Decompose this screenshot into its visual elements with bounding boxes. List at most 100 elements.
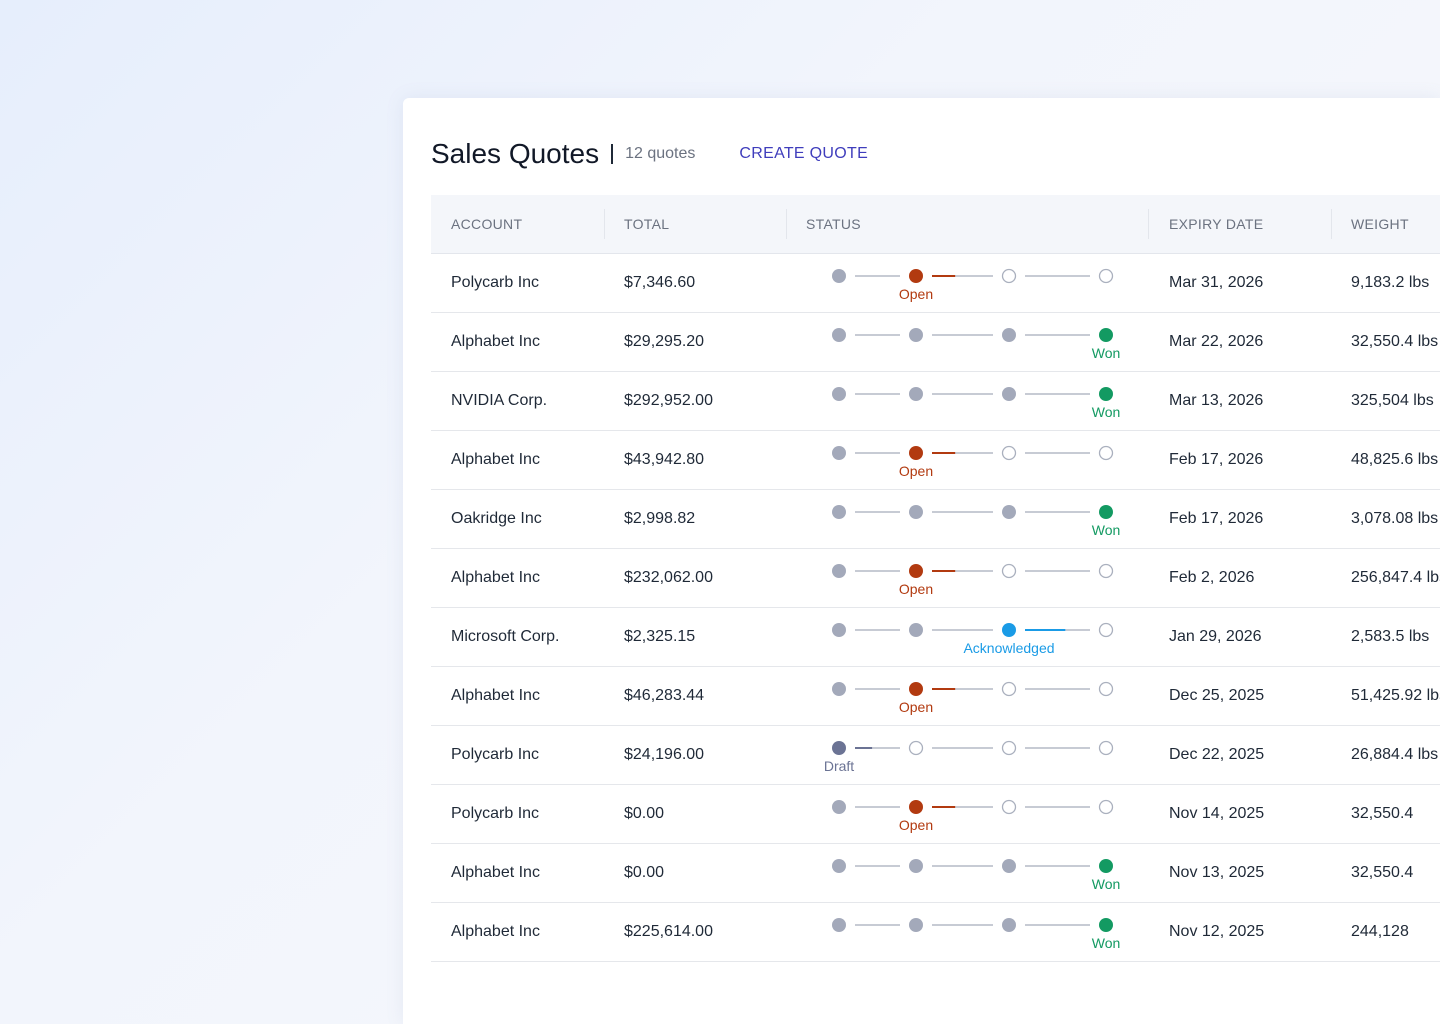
column-separator	[1331, 209, 1332, 239]
status-step-complete	[832, 328, 846, 342]
status-step-pending	[1098, 268, 1114, 284]
weight-cell: 48,825.6 lbs	[1351, 451, 1439, 468]
status-step-pending	[1098, 740, 1114, 756]
status-progress-graphic	[832, 505, 1113, 519]
status-step-complete	[832, 918, 846, 932]
create-quote-button[interactable]: CREATE QUOTE	[739, 145, 869, 162]
status-stepper: Open	[811, 667, 1151, 725]
status-label: Won	[1091, 345, 1121, 361]
table-header: ACCOUNT TOTAL STATUS EXPIRY DATE WEIGHT	[431, 195, 1440, 254]
expiry-date-cell: Nov 14, 2025	[1169, 805, 1265, 822]
page-header: Sales Quotes 12 quotes CREATE QUOTE	[431, 136, 868, 172]
table-row[interactable]: NVIDIA Corp. $292,952.00 Won Mar 13, 2026 32…	[431, 372, 1440, 431]
status-step-complete	[832, 505, 846, 519]
status-stepper: Won	[811, 903, 1151, 961]
status-step-complete	[1002, 918, 1016, 932]
status-progress-graphic	[832, 918, 1113, 932]
account-cell: Alphabet Inc	[451, 333, 540, 350]
status-progress-graphic	[832, 268, 1114, 284]
status-step-complete	[832, 800, 846, 814]
quotes-table: ACCOUNT TOTAL STATUS EXPIRY DATE WEIGHT …	[431, 195, 1440, 962]
status-step-pending	[908, 740, 924, 756]
table-row[interactable]: Polycarb Inc $0.00 Open Nov 14, 2025 32,550.…	[431, 785, 1440, 844]
status-step-current	[1099, 859, 1113, 873]
status-stepper: Won	[811, 490, 1151, 548]
status-step-current	[1099, 918, 1113, 932]
column-header-weight[interactable]: WEIGHT	[1351, 216, 1409, 232]
status-label: Open	[898, 699, 934, 715]
account-cell: Alphabet Inc	[451, 451, 540, 468]
total-cell: $7,346.60	[624, 274, 696, 291]
weight-cell: 32,550.4	[1351, 805, 1414, 822]
status-step-complete	[832, 387, 846, 401]
weight-cell: 26,884.4 lbs	[1351, 746, 1439, 763]
status-step-complete	[909, 387, 923, 401]
status-step-complete	[909, 505, 923, 519]
table-row[interactable]: Alphabet Inc $232,062.00 Open Feb 2, 2026 25…	[431, 549, 1440, 608]
column-header-account[interactable]: ACCOUNT	[451, 216, 523, 232]
expiry-date-cell: Feb 17, 2026	[1169, 451, 1264, 468]
account-cell: Polycarb Inc	[451, 274, 540, 291]
table-row[interactable]: Alphabet Inc $29,295.20 Won Mar 22, 2026 32,…	[431, 313, 1440, 372]
account-cell: Microsoft Corp.	[451, 628, 560, 645]
table-row[interactable]: Microsoft Corp. $2,325.15 Acknowledged Jan …	[431, 608, 1440, 667]
table-row[interactable]: Polycarb Inc $7,346.60 Open Mar 31, 2026 9,1…	[431, 254, 1440, 313]
status-label: Won	[1091, 404, 1121, 420]
table-row[interactable]: Alphabet Inc $0.00 Won Nov 13, 2025 32,550.4	[431, 844, 1440, 903]
total-cell: $2,998.82	[624, 510, 696, 527]
status-stepper: Open	[811, 549, 1151, 607]
status-progress-graphic	[832, 563, 1114, 579]
status-label: Open	[898, 286, 934, 302]
status-step-complete	[1002, 387, 1016, 401]
account-cell: Polycarb Inc	[451, 746, 540, 763]
column-header-total[interactable]: TOTAL	[624, 216, 670, 232]
status-step-pending	[1001, 799, 1017, 815]
status-step-pending	[1001, 740, 1017, 756]
total-cell: $0.00	[624, 864, 665, 881]
column-header-expiry-date[interactable]: EXPIRY DATE	[1169, 216, 1264, 232]
weight-cell: 9,183.2 lbs	[1351, 274, 1430, 291]
weight-cell: 244,128	[1351, 923, 1409, 940]
account-cell: Alphabet Inc	[451, 923, 540, 940]
column-separator	[1148, 209, 1149, 239]
table-row[interactable]: Alphabet Inc $46,283.44 Open Dec 25, 2025 51…	[431, 667, 1440, 726]
account-cell: Oakridge Inc	[451, 510, 542, 527]
expiry-date-cell: Nov 13, 2025	[1169, 864, 1265, 881]
status-step-complete	[832, 623, 846, 637]
status-step-current	[909, 564, 923, 578]
table-body: Polycarb Inc $7,346.60 Open Mar 31, 2026 9,1…	[431, 254, 1440, 962]
column-header-status[interactable]: STATUS	[806, 216, 861, 232]
status-label: Open	[898, 463, 934, 479]
status-step-complete	[1002, 505, 1016, 519]
column-separator	[604, 209, 605, 239]
expiry-date-cell: Jan 29, 2026	[1169, 628, 1262, 645]
expiry-date-cell: Mar 13, 2026	[1169, 392, 1264, 409]
status-stepper: Won	[811, 372, 1151, 430]
column-separator	[786, 209, 787, 239]
status-step-current	[1002, 623, 1016, 637]
expiry-date-cell: Mar 22, 2026	[1169, 333, 1264, 350]
expiry-date-cell: Feb 2, 2026	[1169, 569, 1255, 586]
table-row[interactable]: Oakridge Inc $2,998.82 Won Feb 17, 2026 3,07…	[431, 490, 1440, 549]
status-stepper: Open	[811, 431, 1151, 489]
status-step-pending	[1001, 268, 1017, 284]
status-progress-graphic	[832, 387, 1113, 401]
status-stepper: Draft	[811, 726, 1151, 784]
status-stepper: Open	[811, 785, 1151, 843]
status-step-current	[909, 446, 923, 460]
status-progress-graphic	[832, 799, 1114, 815]
status-step-current	[1099, 328, 1113, 342]
weight-cell: 3,078.08 lbs	[1351, 510, 1439, 527]
status-label: Won	[1091, 935, 1121, 951]
total-cell: $0.00	[624, 805, 665, 822]
table-row[interactable]: Polycarb Inc $24,196.00 Draft Dec 22, 2025 2…	[431, 726, 1440, 785]
status-label: Open	[898, 817, 934, 833]
total-cell: $43,942.80	[624, 451, 705, 468]
weight-cell: 32,550.4	[1351, 864, 1414, 881]
status-step-pending	[1001, 563, 1017, 579]
status-step-complete	[909, 918, 923, 932]
quotes-panel: Sales Quotes 12 quotes CREATE QUOTE ACCO…	[403, 98, 1440, 1024]
table-row[interactable]: Alphabet Inc $43,942.80 Open Feb 17, 2026 48…	[431, 431, 1440, 490]
table-row[interactable]: Alphabet Inc $225,614.00 Won Nov 12, 2025 24…	[431, 903, 1440, 962]
expiry-date-cell: Dec 25, 2025	[1169, 687, 1265, 704]
